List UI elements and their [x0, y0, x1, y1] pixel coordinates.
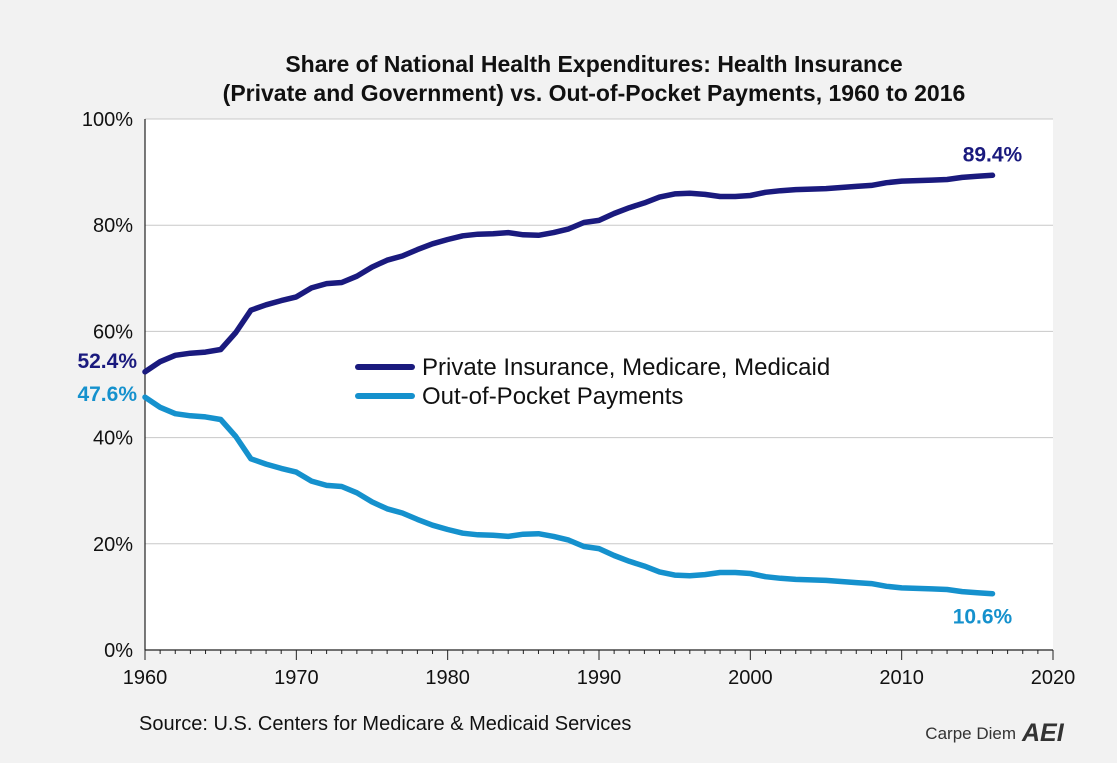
end-label-insurance: 89.4%	[963, 143, 1023, 166]
start-label-out-of-pocket: 47.6%	[77, 383, 137, 406]
chart-title-line2: (Private and Government) vs. Out-of-Pock…	[223, 80, 966, 106]
legend: Private Insurance, Medicare, Medicaid Ou…	[355, 354, 830, 410]
y-tick-label: 20%	[93, 534, 133, 556]
axes: 0% 20% 40% 60% 80% 100% 1960 1970 1980 1990 2000 20…	[82, 109, 1075, 689]
y-tick-label: 100%	[82, 109, 133, 131]
gridlines	[145, 118, 1053, 650]
legend-label-insurance: Private Insurance, Medicare, Medicaid	[422, 354, 830, 381]
y-tick-label: 80%	[93, 215, 133, 237]
x-tick-label: 1990	[577, 667, 622, 689]
y-tick-label: 0%	[104, 640, 133, 662]
series-line-out-of-pocket	[142, 394, 996, 597]
legend-label-out-of-pocket: Out-of-Pocket Payments	[422, 383, 683, 410]
start-label-insurance: 52.4%	[77, 350, 137, 373]
brand-text: Carpe Diem	[925, 724, 1016, 743]
source-note: Source: U.S. Centers for Medicare & Medi…	[139, 713, 631, 735]
y-tick-label: 40%	[93, 428, 133, 450]
x-tick-label: 1970	[274, 667, 319, 689]
x-tick-label: 2000	[728, 667, 773, 689]
x-tick-label: 1960	[123, 667, 168, 689]
x-tick-label: 2010	[879, 667, 924, 689]
end-label-out-of-pocket: 10.6%	[953, 606, 1013, 629]
plot-area	[145, 119, 1053, 650]
y-tick-label: 60%	[93, 321, 133, 343]
data-labels: 52.4% 47.6% 89.4% 10.6%	[77, 143, 1022, 628]
series	[142, 172, 996, 597]
x-tick-label: 1980	[425, 667, 470, 689]
series-line-insurance	[142, 172, 996, 375]
aei-logo: AEI	[1021, 719, 1065, 747]
x-tick-label: 2020	[1031, 667, 1076, 689]
chart-title-line1: Share of National Health Expenditures: H…	[285, 51, 902, 77]
